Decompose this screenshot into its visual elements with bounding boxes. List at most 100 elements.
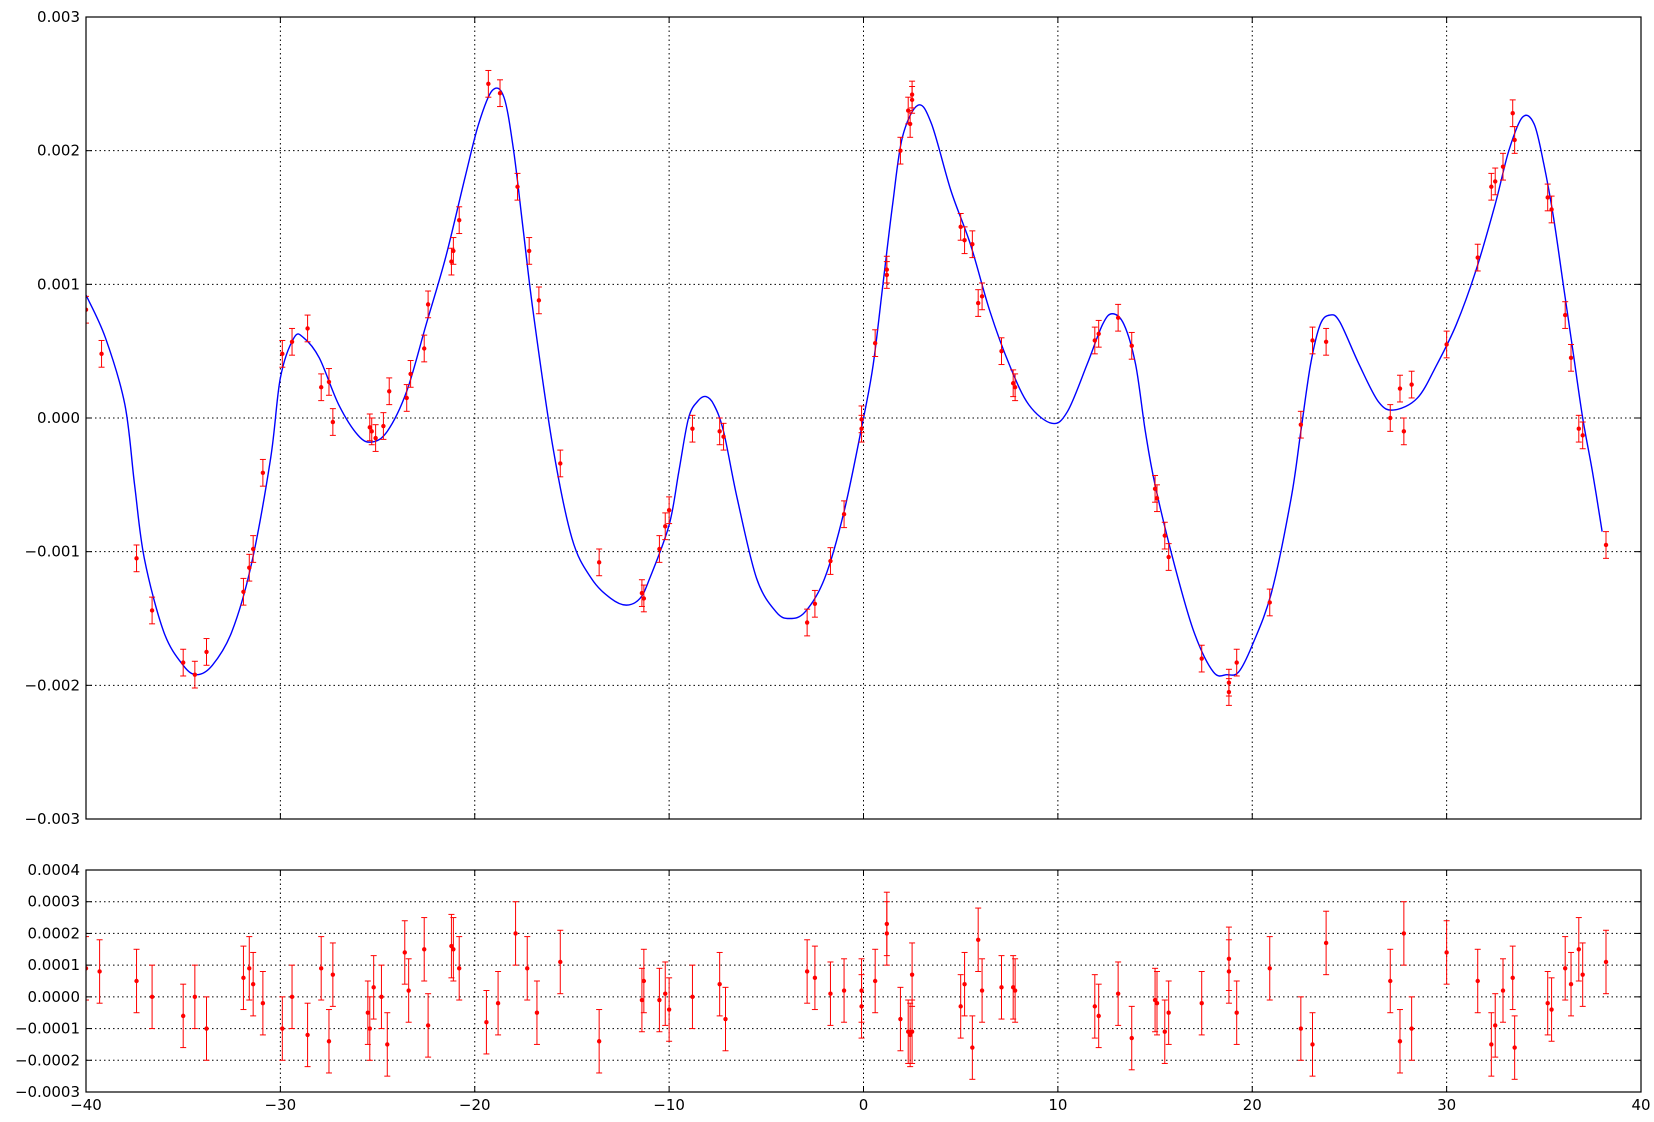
data-point <box>408 371 413 377</box>
data-point-errorbar <box>883 891 890 957</box>
y-tick-label: 0.0003 <box>28 893 81 911</box>
data-point-errorbar <box>485 69 492 98</box>
data-point <box>1401 931 1407 936</box>
data-point-errorbar <box>1579 421 1586 450</box>
y-tick-label: 0.0004 <box>28 861 81 879</box>
data-point <box>884 921 890 927</box>
data-point-errorbar <box>557 929 564 995</box>
data-point <box>280 1026 285 1031</box>
data-point <box>812 975 818 981</box>
data-point <box>1199 656 1204 661</box>
data-point-errorbar <box>1474 243 1481 272</box>
data-point <box>1603 959 1609 965</box>
data-point <box>402 950 407 955</box>
data-point <box>970 242 975 247</box>
data-point <box>639 997 645 1003</box>
data-point-errorbar <box>1091 326 1098 355</box>
data-point <box>812 601 818 606</box>
data-point <box>365 1010 371 1015</box>
x-tick-label: 20 <box>1243 1096 1262 1114</box>
data-point <box>1397 1039 1403 1044</box>
data-point <box>663 524 668 529</box>
data-point <box>690 994 695 1000</box>
data-point-errorbar <box>979 282 986 311</box>
data-point <box>1493 179 1498 184</box>
data-point <box>247 565 252 570</box>
data-point-errorbar <box>329 408 336 436</box>
data-point <box>1549 207 1554 212</box>
data-point-errorbar <box>961 226 968 255</box>
model-curve-line <box>86 87 1603 677</box>
data-point-errorbar <box>640 948 647 1014</box>
data-point-errorbar <box>804 939 811 1004</box>
data-point <box>1129 1035 1134 1041</box>
data-point-errorbar <box>240 945 247 1011</box>
data-point <box>828 558 833 564</box>
data-point-errorbar <box>1266 936 1273 1001</box>
data-point-errorbar <box>1198 970 1205 1036</box>
data-point-errorbar <box>827 547 834 575</box>
data-point-errorbar <box>1233 980 1240 1045</box>
data-point <box>486 81 491 87</box>
data-point-errorbar <box>1225 926 1232 992</box>
data-point-errorbar <box>289 964 296 1030</box>
data-point <box>1010 381 1016 386</box>
data-point <box>1323 339 1329 345</box>
x-tick-label: 30 <box>1437 1096 1456 1114</box>
data-point-errorbar <box>1225 678 1232 706</box>
data-point-errorbar <box>1568 343 1575 372</box>
data-point <box>1154 1001 1160 1006</box>
data-point-errorbar <box>98 339 105 368</box>
data-point <box>909 1029 915 1034</box>
data-point-errorbar <box>1603 531 1610 559</box>
data-point-errorbar <box>1575 917 1582 982</box>
data-point-errorbar <box>401 920 408 985</box>
data-point <box>970 1045 975 1050</box>
data-point <box>979 294 985 299</box>
data-point-errorbar <box>403 384 410 412</box>
data-point-errorbar <box>656 535 663 563</box>
data-point-errorbar <box>1323 327 1330 356</box>
data-point <box>1512 1045 1517 1050</box>
data-point-errorbar <box>450 237 457 265</box>
data-point <box>1012 385 1018 390</box>
data-point <box>289 994 295 1000</box>
data-point <box>1500 164 1506 169</box>
data-point <box>859 426 864 431</box>
data-point <box>367 425 372 430</box>
data-point <box>1512 137 1517 143</box>
data-point-errorbar <box>969 230 976 259</box>
data-point <box>909 972 915 977</box>
data-point-errorbar <box>1115 303 1122 332</box>
data-point-errorbar <box>1012 958 1019 1023</box>
data-point-errorbar <box>961 951 968 1017</box>
data-point-errorbar <box>180 983 187 1049</box>
data-point-errorbar <box>203 638 210 666</box>
data-point-errorbar <box>250 535 257 563</box>
data-point <box>1409 382 1414 387</box>
data-point-errorbar <box>191 660 198 689</box>
data-point <box>387 389 392 394</box>
data-point <box>99 351 104 357</box>
data-point-errorbar <box>1115 961 1122 1026</box>
x-tick-label: −40 <box>70 1096 102 1114</box>
data-point-errorbar <box>1161 521 1168 550</box>
data-point <box>1166 554 1171 560</box>
data-point-errorbar <box>716 417 723 446</box>
data-point <box>639 590 645 596</box>
data-point <box>326 1039 332 1044</box>
data-point <box>97 969 102 974</box>
data-point <box>872 978 878 984</box>
y-tick-label: 0.003 <box>37 8 80 26</box>
data-point-errorbar <box>456 936 463 1001</box>
data-point <box>1549 1007 1554 1012</box>
data-point-errorbar <box>191 964 198 1030</box>
data-point <box>1500 988 1506 993</box>
data-point-errorbar <box>259 458 266 487</box>
data-point-errorbar <box>596 548 603 577</box>
data-point <box>1152 486 1158 492</box>
data-point <box>1444 950 1449 955</box>
data-point <box>1267 966 1272 971</box>
data-point-errorbar <box>1603 929 1610 995</box>
data-point <box>1510 975 1515 981</box>
